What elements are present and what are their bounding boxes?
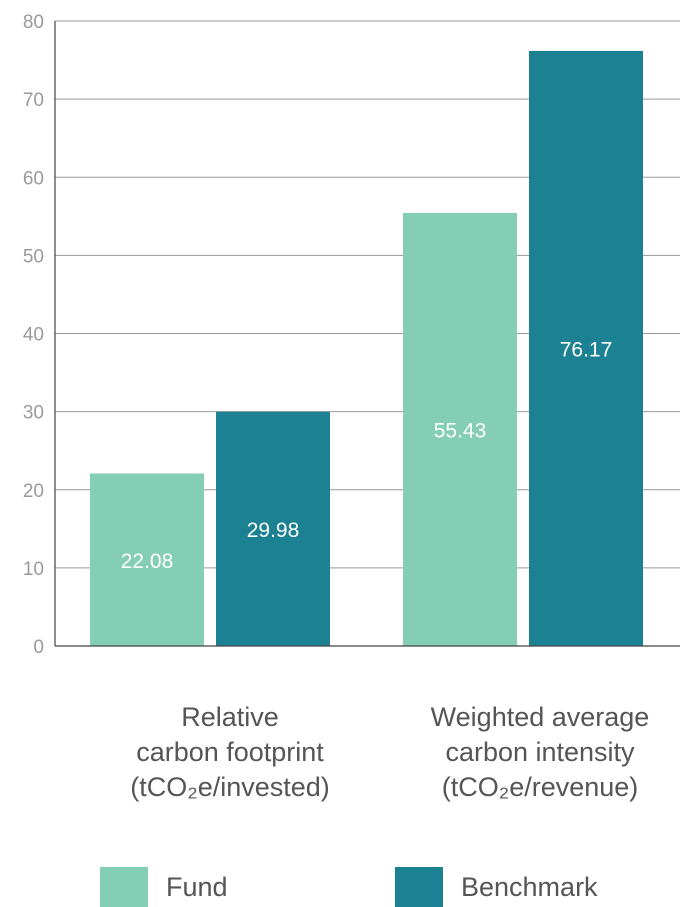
y-axis-ticks: 0 10 20 30 40 50 60 70 80 [23, 12, 44, 658]
bar-value-label: 76.17 [560, 338, 613, 361]
category-label-line: Weighted average [430, 702, 650, 732]
y-tick-label: 20 [23, 481, 44, 502]
y-tick-label: 80 [23, 12, 44, 33]
bar-fund [403, 212, 517, 646]
bar-value-label: 55.43 [434, 419, 487, 442]
category-label-line: carbon footprint [136, 737, 324, 767]
legend-swatch-fund [100, 867, 148, 907]
y-tick-label: 10 [23, 559, 44, 580]
y-tick-label: 30 [23, 403, 44, 424]
legend-item-fund: Fund [100, 867, 228, 907]
y-tick-label: 70 [23, 90, 44, 111]
legend-item-benchmark: Benchmark [395, 867, 598, 907]
y-tick-label: 50 [23, 246, 44, 267]
legend-label-benchmark: Benchmark [461, 871, 598, 902]
bar-benchmark [529, 50, 643, 646]
legend-label-fund: Fund [166, 871, 228, 902]
y-tick-label: 0 [33, 637, 44, 658]
category-label-line: carbon intensity [445, 737, 635, 767]
category-label-line: (tCO₂e/invested) [130, 772, 330, 802]
category-label-weighted-intensity: Weighted average carbon intensity (tCO₂e… [400, 700, 680, 805]
bars [90, 50, 643, 646]
category-label-line: Relative [181, 702, 279, 732]
bar-value-label: 29.98 [247, 519, 300, 542]
value-labels: 22.08 55.43 29.98 76.17 [121, 338, 613, 572]
bar-fund [90, 473, 204, 646]
bar-benchmark [216, 411, 330, 646]
category-label-line: (tCO₂e/revenue) [441, 772, 639, 802]
y-tick-label: 60 [23, 168, 44, 189]
y-tick-label: 40 [23, 325, 44, 346]
bar-value-label: 22.08 [121, 550, 174, 573]
bar-chart: 0 10 20 30 40 50 60 70 80 22.08 55.43 29.98 76.17 [23, 12, 680, 658]
legend-swatch-benchmark [395, 867, 443, 907]
category-label-relative-footprint: Relative carbon footprint (tCO₂e/investe… [90, 700, 370, 805]
